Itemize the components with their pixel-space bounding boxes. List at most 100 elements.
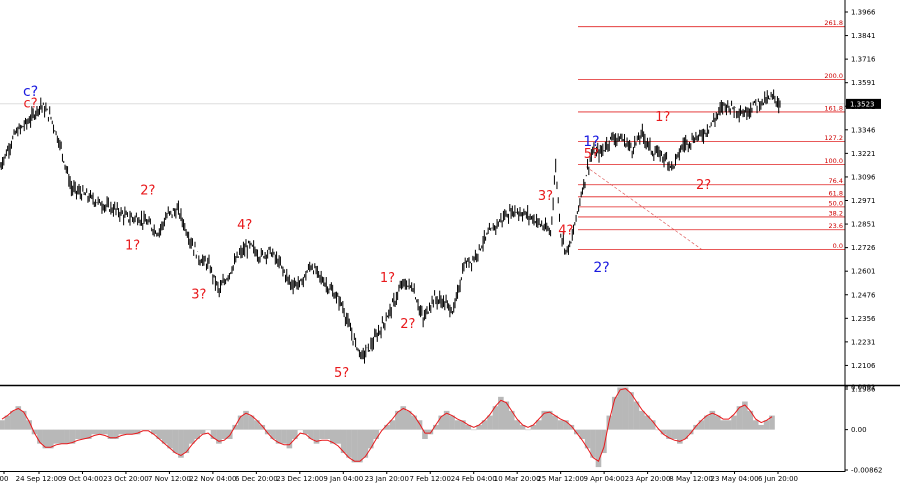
osc-histogram-bar xyxy=(546,410,553,430)
osc-histogram-bar xyxy=(595,429,602,468)
osc-histogram-bar xyxy=(91,429,97,435)
fib-level-label: 50.0 xyxy=(829,199,843,207)
osc-histogram-bar xyxy=(286,429,293,449)
osc-histogram-bar xyxy=(232,424,238,430)
osc-histogram-bar xyxy=(677,429,683,444)
osc-histogram-bar xyxy=(183,429,190,454)
time-tick-label: 6 Jun 20:00 xyxy=(758,475,798,483)
osc-histogram-bar xyxy=(20,410,27,430)
osc-histogram-bar xyxy=(26,420,32,430)
wave-label: 1? xyxy=(125,238,140,253)
osc-histogram-bar xyxy=(302,429,309,435)
osc-histogram-bar xyxy=(622,387,629,430)
osc-histogram-bar xyxy=(216,429,222,444)
osc-histogram-bar xyxy=(0,420,5,430)
osc-histogram-bar xyxy=(367,429,374,449)
osc-histogram-bar xyxy=(460,420,466,430)
osc-histogram-bar xyxy=(611,396,618,430)
osc-histogram-bar xyxy=(449,415,455,430)
osc-histogram-bar xyxy=(329,429,336,444)
osc-histogram-bar xyxy=(508,410,515,430)
osc-histogram-bar xyxy=(308,429,314,439)
time-tick-label: 24 Feb 04:00 xyxy=(451,475,497,483)
osc-histogram-bar xyxy=(362,429,369,458)
osc-histogram-bar xyxy=(42,429,49,449)
osc-histogram-bar xyxy=(199,429,206,435)
current-price-label: 1.3523 xyxy=(850,100,875,108)
osc-histogram-bar xyxy=(357,429,363,463)
osc-histogram-bar xyxy=(731,415,737,430)
time-tick-label: 23 Dec 12:00 xyxy=(276,475,323,483)
osc-histogram-bar xyxy=(270,429,276,439)
osc-histogram-bar xyxy=(649,420,656,430)
osc-histogram-bar xyxy=(102,429,108,435)
osc-histogram-bar xyxy=(297,429,304,431)
osc-histogram-bar xyxy=(140,429,146,431)
fib-level-label: 200.0 xyxy=(824,72,843,80)
wave-label: 4? xyxy=(237,218,252,233)
fib-level-label: 261.8 xyxy=(824,19,843,27)
osc-histogram-bar xyxy=(58,429,65,444)
osc-histogram-bar xyxy=(395,410,401,430)
osc-signal-line xyxy=(1,388,773,462)
osc-histogram-bar xyxy=(438,415,445,430)
osc-histogram-bar xyxy=(69,429,76,444)
osc-histogram-bar xyxy=(264,429,271,435)
osc-histogram-bar xyxy=(411,415,417,430)
osc-histogram-bar xyxy=(319,429,325,439)
osc-histogram-bar xyxy=(378,429,385,431)
osc-histogram-bar xyxy=(693,424,699,430)
osc-histogram-bar xyxy=(465,424,472,430)
osc-histogram-bar xyxy=(172,429,179,454)
osc-histogram-bar xyxy=(151,429,157,435)
osc-histogram-bar xyxy=(405,410,412,430)
price-tick-label: 1.2726 xyxy=(851,244,876,252)
osc-histogram-bar xyxy=(118,429,125,435)
price-tick-label: 1.1986 xyxy=(851,386,876,394)
osc-histogram-bar xyxy=(568,424,575,430)
osc-histogram-bar xyxy=(351,429,358,463)
fib-level-label: 61.8 xyxy=(829,189,843,197)
osc-histogram-bar xyxy=(443,410,450,430)
time-tick-label: 9 Oct 04:00 xyxy=(62,475,103,483)
wave-label: 3? xyxy=(191,288,206,303)
osc-tick-label: -0.00862 xyxy=(851,467,882,475)
osc-histogram-bar xyxy=(373,429,379,439)
fib-level-label: 38.2 xyxy=(829,209,843,217)
osc-histogram-bar xyxy=(389,420,396,430)
time-tick-label: 10 Mar 20:00 xyxy=(494,475,541,483)
osc-histogram-bar xyxy=(31,429,38,435)
current-price-badge xyxy=(846,98,881,109)
price-tick-label: 1.3716 xyxy=(851,56,876,64)
price-tick-label: 1.3096 xyxy=(851,173,876,181)
osc-histogram-bar xyxy=(384,424,390,430)
osc-histogram-bar xyxy=(427,429,434,435)
osc-histogram-bar xyxy=(400,406,407,430)
price-tick-label: 1.2356 xyxy=(851,315,876,323)
osc-histogram-bar xyxy=(259,424,266,430)
price-tick-label: 1.2601 xyxy=(851,268,876,276)
wave-label: 5? xyxy=(584,147,599,162)
osc-histogram-bar xyxy=(720,420,726,430)
osc-histogram-bar xyxy=(769,415,775,430)
time-tick-label: 23 May 04:00 xyxy=(711,475,759,483)
wave-label: c? xyxy=(23,84,38,100)
fib-level-label: 76.4 xyxy=(829,177,843,185)
osc-histogram-bar xyxy=(644,415,651,430)
osc-histogram-bar xyxy=(666,429,672,439)
osc-histogram-bar xyxy=(498,396,504,430)
osc-histogram-bar xyxy=(254,420,260,430)
wave-label: 2? xyxy=(696,178,711,193)
osc-histogram-bar xyxy=(758,424,764,430)
osc-histogram-bar xyxy=(194,429,201,439)
osc-histogram-bar xyxy=(628,392,634,430)
price-tick-label: 1.2106 xyxy=(851,362,876,370)
osc-histogram-bar xyxy=(37,429,43,444)
osc-histogram-bar xyxy=(75,429,81,439)
osc-histogram-bar xyxy=(709,410,716,430)
osc-histogram-bar xyxy=(454,420,461,430)
osc-histogram-bar xyxy=(221,429,228,439)
osc-histogram-bar xyxy=(10,410,16,430)
osc-histogram-bar xyxy=(698,420,705,430)
osc-histogram-bar xyxy=(129,429,135,435)
